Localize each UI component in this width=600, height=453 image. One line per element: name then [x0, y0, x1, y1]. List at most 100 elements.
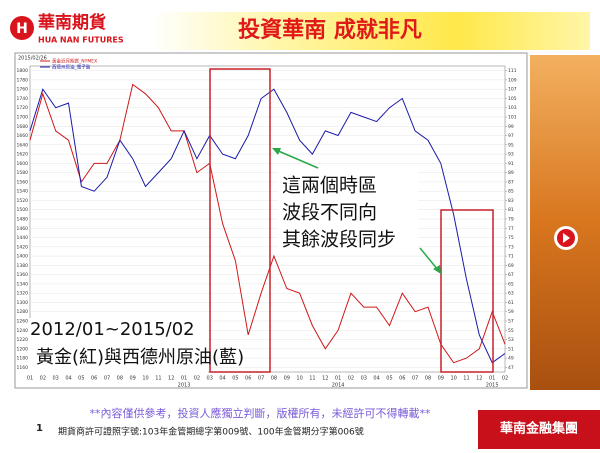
y2-tick-label: 63	[508, 291, 514, 297]
y2-tick-label: 57	[508, 319, 514, 325]
y2-tick-label: 81	[508, 207, 514, 213]
y-tick-label: 1300	[17, 300, 29, 306]
x-tick-label: 01	[181, 376, 187, 382]
y-tick-label: 1560	[17, 179, 29, 185]
x-tick-label: 11	[463, 376, 469, 382]
x-tick-label: 10	[296, 376, 302, 382]
y2-tick-label: 53	[508, 337, 514, 343]
x-tick-label: 08	[117, 376, 123, 382]
y-tick-label: 1320	[17, 291, 29, 297]
y-tick-label: 1420	[17, 244, 29, 250]
logo-mark: H	[16, 21, 28, 37]
y-tick-label: 1440	[17, 235, 29, 241]
annotation: 其餘波段同步	[282, 229, 396, 251]
y2-tick-label: 91	[508, 161, 514, 167]
y2-tick-label: 101	[508, 115, 517, 121]
y-tick-label: 1200	[17, 346, 29, 352]
y2-tick-label: 87	[508, 179, 514, 185]
x-tick-label: 05	[232, 376, 238, 382]
y-tick-label: 1480	[17, 217, 29, 223]
y2-tick-label: 107	[508, 87, 517, 93]
y-tick-label: 1640	[17, 142, 29, 148]
x-tick-label: 12	[476, 376, 482, 382]
y-tick-label: 1520	[17, 198, 29, 204]
series-line	[29, 88, 506, 364]
y2-tick-label: 89	[508, 170, 514, 176]
y-tick-label: 1760	[17, 87, 29, 93]
y-tick-label: 1700	[17, 115, 29, 121]
x-tick-label: 04	[65, 376, 71, 382]
year-label: 2015	[486, 383, 499, 389]
arrow-head	[433, 265, 441, 274]
y-tick-label: 1720	[17, 105, 29, 111]
y-tick-label: 1620	[17, 152, 29, 158]
x-tick-label: 12	[322, 376, 328, 382]
x-tick-label: 05	[386, 376, 392, 382]
y2-tick-label: 49	[508, 356, 514, 362]
legend-label: 西德州原油_電子盤	[52, 64, 91, 71]
y2-tick-label: 83	[508, 198, 514, 204]
group: 華南金融集團	[500, 421, 578, 437]
annotation: 這兩個時區	[282, 175, 377, 197]
period-label: 2012/01~2015/02	[30, 319, 195, 340]
x-tick-label: 03	[52, 376, 58, 382]
y2-tick-label: 47	[508, 365, 514, 371]
y-tick-label: 1380	[17, 263, 29, 269]
y2-tick-label: 103	[508, 105, 517, 111]
y2-tick-label: 105	[508, 96, 517, 102]
x-tick-label: 03	[361, 376, 367, 382]
x-tick-label: 01	[27, 376, 33, 382]
play-icon	[563, 233, 570, 243]
label-bg	[28, 318, 208, 374]
y2-tick-label: 85	[508, 189, 514, 195]
year-label: 2013	[178, 383, 191, 389]
x-tick-label: 04	[373, 376, 379, 382]
y2-tick-label: 73	[508, 244, 514, 250]
y2-tick-label: 109	[508, 77, 517, 83]
y-tick-label: 1240	[17, 328, 29, 334]
y2-tick-label: 59	[508, 309, 514, 315]
arrow	[275, 149, 319, 169]
x-tick-label: 06	[399, 376, 405, 382]
chart-date: 2015/02/26	[18, 56, 47, 62]
x-tick-label: 12	[168, 376, 174, 382]
x-tick-label: 09	[438, 376, 444, 382]
plot: 1160 1180 1200 1220 1240 1260 1280 1300 1320 1340…	[17, 58, 517, 389]
x-tick-label: 06	[91, 376, 97, 382]
logo	[10, 16, 34, 40]
y-tick-label: 1180	[17, 356, 29, 362]
y2-tick-label: 51	[508, 346, 514, 352]
y2-tick-label: 97	[508, 133, 514, 139]
page-number: 1	[36, 423, 43, 434]
x-tick-label: 08	[271, 376, 277, 382]
y-tick-label: 1800	[17, 68, 29, 74]
annotation-bg	[278, 170, 418, 254]
y-tick-label: 1220	[17, 337, 29, 343]
y-tick-label: 1280	[17, 309, 29, 315]
y2-tick-label: 99	[508, 124, 514, 130]
y2-tick-label: 95	[508, 142, 514, 148]
y-tick-label: 1680	[17, 124, 29, 130]
y2-tick-label: 61	[508, 300, 514, 306]
annotation: 波段不同向	[282, 202, 377, 224]
x-tick-label: 06	[245, 376, 251, 382]
y-tick-label: 1340	[17, 281, 29, 287]
y2-tick-label: 67	[508, 272, 514, 278]
x-tick-label: 03	[207, 376, 213, 382]
x-tick-label: 10	[450, 376, 456, 382]
y2-tick-label: 75	[508, 235, 514, 241]
y2-tick-label: 111	[508, 68, 517, 74]
legend-label: 黃金近月期貨_NYMEX	[52, 58, 97, 65]
x-tick-label: 07	[104, 376, 110, 382]
y2-tick-label: 71	[508, 254, 514, 260]
y-tick-label: 1660	[17, 133, 29, 139]
y-tick-label: 1160	[17, 365, 29, 371]
group-band	[478, 410, 600, 449]
highlight-box	[209, 68, 271, 373]
x-tick-label: 09	[284, 376, 290, 382]
year-label: 2014	[332, 383, 345, 389]
y2-tick-label: 69	[508, 263, 514, 269]
x-tick-label: 02	[348, 376, 354, 382]
company-en: HUA NAN FUTURES	[38, 36, 124, 45]
y-tick-label: 1780	[17, 77, 29, 83]
